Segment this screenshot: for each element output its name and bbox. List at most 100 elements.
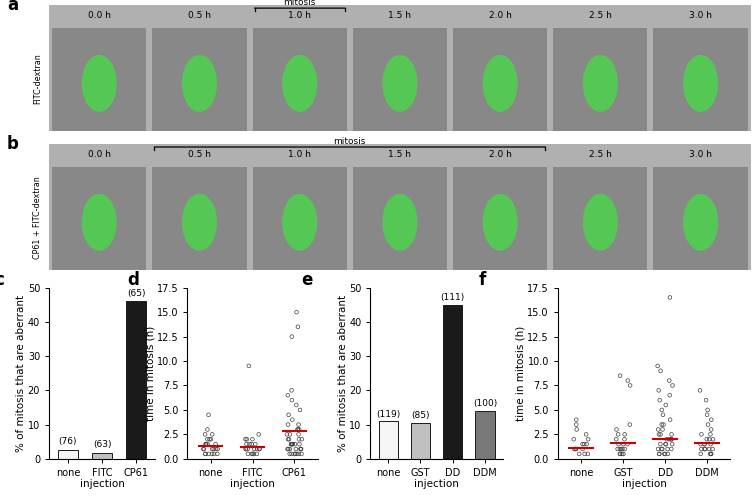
Text: c: c xyxy=(0,271,4,289)
Text: 2.5 h: 2.5 h xyxy=(589,150,612,159)
Point xyxy=(657,411,669,419)
Point xyxy=(293,421,305,429)
Text: (100): (100) xyxy=(472,399,497,408)
Point xyxy=(200,450,212,458)
Ellipse shape xyxy=(383,55,417,112)
Point xyxy=(292,323,304,331)
Ellipse shape xyxy=(282,194,318,250)
Point xyxy=(570,445,582,453)
Ellipse shape xyxy=(282,55,318,112)
Text: f: f xyxy=(479,271,486,289)
Point xyxy=(200,440,212,448)
Point xyxy=(581,440,593,448)
Point xyxy=(699,440,711,448)
Point xyxy=(286,450,298,458)
Bar xyxy=(379,422,398,459)
Point xyxy=(658,450,671,458)
Ellipse shape xyxy=(583,55,618,112)
Text: 1.5 h: 1.5 h xyxy=(389,11,411,20)
Point xyxy=(707,435,719,443)
Point xyxy=(618,445,631,453)
Point xyxy=(705,450,717,458)
Point xyxy=(612,431,624,438)
Text: (76): (76) xyxy=(59,437,77,446)
Point xyxy=(664,416,676,424)
Point xyxy=(666,440,678,448)
Text: (111): (111) xyxy=(441,293,465,302)
Text: 1.0 h: 1.0 h xyxy=(288,11,311,20)
Point xyxy=(284,450,296,458)
FancyBboxPatch shape xyxy=(453,167,547,270)
Point xyxy=(240,445,252,453)
Point xyxy=(242,450,254,458)
Point xyxy=(610,435,622,443)
Point xyxy=(617,440,629,448)
Point xyxy=(295,445,307,453)
Point xyxy=(663,435,675,443)
Point xyxy=(652,362,664,370)
Point xyxy=(582,450,594,458)
X-axis label: injection: injection xyxy=(79,479,125,489)
Bar xyxy=(443,305,463,459)
Point xyxy=(253,445,265,453)
Point xyxy=(206,445,218,453)
Point xyxy=(705,450,717,458)
Point xyxy=(705,440,717,448)
Point xyxy=(655,367,667,375)
Point xyxy=(701,411,713,419)
Point xyxy=(570,445,582,453)
Point xyxy=(662,450,674,458)
Bar xyxy=(476,411,494,459)
Point xyxy=(615,445,627,453)
Text: d: d xyxy=(128,271,140,289)
Point xyxy=(205,435,217,443)
Text: (63): (63) xyxy=(93,440,111,449)
Point xyxy=(253,431,265,438)
Point xyxy=(707,445,719,453)
Text: 0.5 h: 0.5 h xyxy=(188,150,211,159)
Point xyxy=(653,450,665,458)
Point xyxy=(200,450,212,458)
Ellipse shape xyxy=(683,194,718,250)
Point xyxy=(292,426,304,434)
Point xyxy=(578,440,590,448)
Text: 3.0 h: 3.0 h xyxy=(689,11,712,20)
Point xyxy=(246,440,258,448)
Point xyxy=(655,421,668,429)
Point xyxy=(664,294,676,302)
Point xyxy=(570,416,582,424)
Ellipse shape xyxy=(583,194,618,250)
Point xyxy=(201,426,213,434)
Y-axis label: time in mitosis (h): time in mitosis (h) xyxy=(516,325,526,421)
Point xyxy=(660,440,672,448)
Point xyxy=(249,440,262,448)
Text: 0.5 h: 0.5 h xyxy=(188,11,211,20)
Point xyxy=(665,445,677,453)
Point xyxy=(699,445,711,453)
Point xyxy=(285,440,297,448)
Text: 2.0 h: 2.0 h xyxy=(488,150,512,159)
Point xyxy=(656,445,668,453)
Point xyxy=(705,416,717,424)
Y-axis label: % of mitosis that are aberrant: % of mitosis that are aberrant xyxy=(17,295,26,452)
Point xyxy=(293,440,305,448)
Point xyxy=(246,450,259,458)
Point xyxy=(290,308,302,316)
Ellipse shape xyxy=(683,55,718,112)
Point xyxy=(248,445,260,453)
Point xyxy=(703,445,715,453)
Text: 0.0 h: 0.0 h xyxy=(88,11,110,20)
Point xyxy=(571,426,583,434)
Text: mitosis: mitosis xyxy=(333,137,366,146)
Text: a: a xyxy=(7,0,18,14)
Point xyxy=(568,435,580,443)
Ellipse shape xyxy=(482,194,518,250)
Point xyxy=(701,435,713,443)
Point xyxy=(621,440,634,448)
Point xyxy=(286,386,298,394)
Point xyxy=(282,445,294,453)
Point xyxy=(578,450,590,458)
Point xyxy=(614,450,626,458)
Point xyxy=(612,440,624,448)
Point xyxy=(284,445,296,453)
